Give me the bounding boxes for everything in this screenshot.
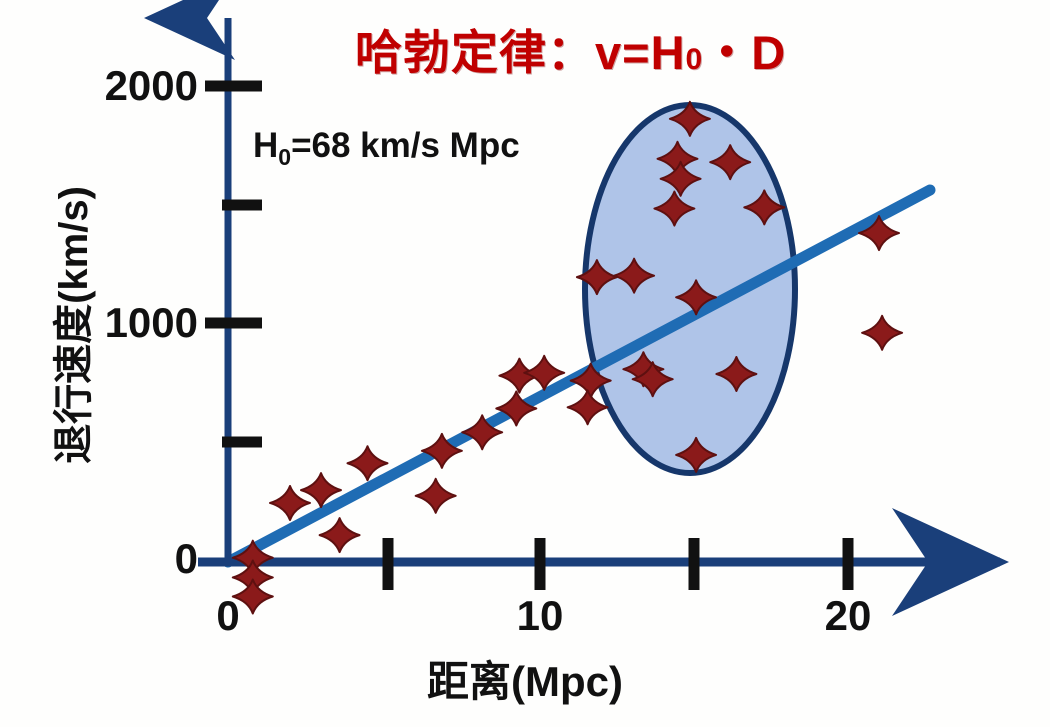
hubble-constant-value: =68 km/s Mpc: [291, 126, 520, 165]
y-tick-label-2000: 2000: [104, 62, 198, 109]
hubble-constant-annotation: H0=68 km/s Mpc: [253, 126, 520, 171]
data-point: [300, 472, 342, 509]
data-point: [743, 189, 786, 226]
y-tick-label-0: 0: [174, 535, 198, 582]
scatter-points: [231, 100, 904, 615]
data-point: [566, 389, 609, 426]
data-point: [346, 445, 389, 482]
data-point: [858, 215, 900, 252]
data-point: [653, 190, 696, 227]
x-axis: [198, 508, 1009, 616]
chart-title: 哈勃定律：v=H0・D: [355, 14, 786, 83]
data-point: [523, 354, 566, 391]
hubble-constant-subscript: 0: [278, 144, 292, 170]
y-tick-label-1000: 1000: [104, 299, 198, 346]
data-point: [715, 355, 758, 392]
data-point: [231, 578, 274, 615]
data-point: [675, 279, 718, 316]
data-point: [269, 484, 311, 521]
data-point: [318, 517, 361, 554]
chart-title-main: 哈勃定律：v=H: [355, 26, 686, 79]
data-point: [495, 390, 538, 427]
y-axis: [144, 0, 262, 562]
data-point: [675, 436, 718, 473]
data-point: [575, 259, 618, 296]
x-axis-label: 距离(Mpc): [427, 658, 623, 705]
data-point: [631, 361, 674, 398]
chart-title-subscript: 0: [685, 43, 704, 76]
data-point: [861, 314, 904, 351]
hubble-constant-symbol: H: [253, 126, 279, 165]
chart-title-tail: ・D: [703, 26, 787, 79]
x-tick-label-10: 10: [516, 592, 564, 639]
data-point: [414, 477, 457, 514]
x-tick-label-20: 20: [824, 592, 872, 639]
trendline: [222, 184, 936, 568]
data-point: [709, 144, 752, 181]
data-point: [668, 100, 711, 137]
x-tick-label-0: 0: [216, 592, 240, 639]
data-point: [659, 160, 702, 197]
data-point: [461, 414, 504, 451]
data-point: [613, 257, 656, 294]
y-axis-ticks: [205, 80, 262, 448]
x-axis-ticks: [382, 538, 854, 590]
data-point: [420, 432, 463, 469]
